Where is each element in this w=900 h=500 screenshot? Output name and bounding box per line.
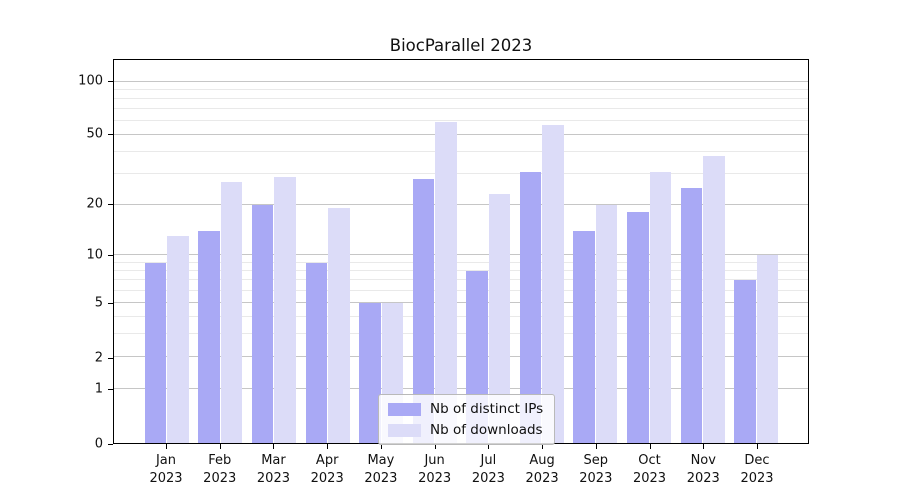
gridline-minor [114,315,808,317]
x-tick-mark [649,444,651,449]
bar-distinct-ips-feb [198,230,220,443]
gridline-minor [114,269,808,271]
y-tick-label: 10 [86,247,103,263]
bar-downloads-jul [488,194,511,443]
bar-distinct-ips-nov [680,187,703,443]
y-tick-mark [108,357,113,359]
x-tick-mark [542,444,544,449]
x-tick-mark [327,444,329,449]
x-tick-label: May 2023 [364,453,398,486]
bar-downloads-feb [220,182,243,443]
chart-title: BiocParallel 2023 [389,36,533,55]
bar-distinct-ips-mar [252,204,274,443]
x-tick-mark [703,444,705,449]
bar-distinct-ips-oct [627,212,649,443]
x-tick-label: Jun 2023 [418,453,452,486]
x-tick-label: Sep 2023 [579,453,613,486]
gridline-minor [114,88,808,90]
gridline-major [114,203,808,205]
y-axis: 0 1 2 5 10 20 50 100 [0,59,113,452]
x-tick-mark [488,444,490,449]
gridline-minor [114,261,808,263]
bar-distinct-ips-apr [305,262,328,443]
y-tick-mark [108,302,113,304]
y-tick-mark [108,134,113,136]
bar-downloads-sep [595,204,618,443]
bar-distinct-ips-aug [519,171,542,443]
legend-item-distinct-ips: Nb of distinct IPs [388,401,543,417]
y-tick-label: 0 [94,436,103,452]
gridline-major [114,301,808,303]
plot-area: Nb of distinct IPs Nb of downloads [113,59,809,445]
y-tick-label: 50 [86,126,103,142]
bar-downloads-nov [703,156,725,443]
y-tick-label: 100 [78,73,103,89]
bar-distinct-ips-may [359,302,381,443]
y-tick-mark [108,204,113,206]
bar-downloads-apr [328,208,350,443]
legend-item-downloads: Nb of downloads [388,422,543,438]
gridline-major [114,254,808,256]
gridline-minor [114,279,808,281]
x-tick-label: Apr 2023 [310,453,344,486]
legend-label-downloads: Nb of downloads [430,422,543,438]
x-tick-mark [756,444,758,449]
legend-swatch-downloads [388,423,421,437]
legend-label-distinct-ips: Nb of distinct IPs [430,401,544,417]
bar-downloads-jan [167,236,189,443]
x-tick-mark [380,444,382,449]
bar-downloads-jun [435,122,457,443]
x-tick-label: Nov 2023 [686,453,720,486]
gridline-major [114,134,808,136]
y-tick-label: 1 [94,381,103,397]
gridline-minor [114,173,808,175]
bar-distinct-ips-dec [734,280,756,443]
gridline-minor [114,120,808,122]
x-tick-label: Jan 2023 [149,453,183,486]
y-tick-mark [108,80,113,82]
x-tick-mark [595,444,597,449]
y-tick-label: 5 [94,295,103,311]
gridline-major [114,387,808,389]
bar-downloads-oct [649,171,671,443]
y-tick-label: 20 [86,196,103,212]
x-tick-label: Dec 2023 [740,453,774,486]
legend: Nb of distinct IPs Nb of downloads [378,394,556,445]
bar-distinct-ips-jan [144,262,167,443]
x-tick-mark [219,444,221,449]
gridline-minor [114,151,808,153]
gridline-minor [114,97,808,99]
bar-downloads-mar [274,176,296,443]
bar-distinct-ips-sep [573,230,595,443]
y-tick-mark [108,255,113,257]
x-tick-mark [273,444,275,449]
y-tick-mark [108,389,113,391]
x-tick-label: Jul 2023 [471,453,505,486]
bar-distinct-ips-jun [412,179,435,443]
x-tick-label: Aug 2023 [525,453,559,486]
gridline-minor [114,108,808,110]
y-tick-mark [108,444,113,445]
bar-downloads-dec [756,255,779,443]
gridline-major [114,355,808,357]
legend-swatch-distinct-ips [388,402,421,416]
gridline-minor [114,289,808,291]
x-axis: Jan 2023 Feb 2023 Mar 2023 Apr 2023 May 2023… [113,444,809,500]
bar-downloads-aug [542,125,564,443]
x-tick-label: Oct 2023 [632,453,667,486]
gridline-major [114,80,808,82]
x-tick-label: Feb 2023 [203,453,237,486]
y-tick-label: 2 [94,350,103,365]
x-tick-label: Mar 2023 [256,453,290,486]
gridline-minor [114,333,808,335]
x-tick-mark [434,444,436,449]
x-tick-mark [166,444,167,449]
